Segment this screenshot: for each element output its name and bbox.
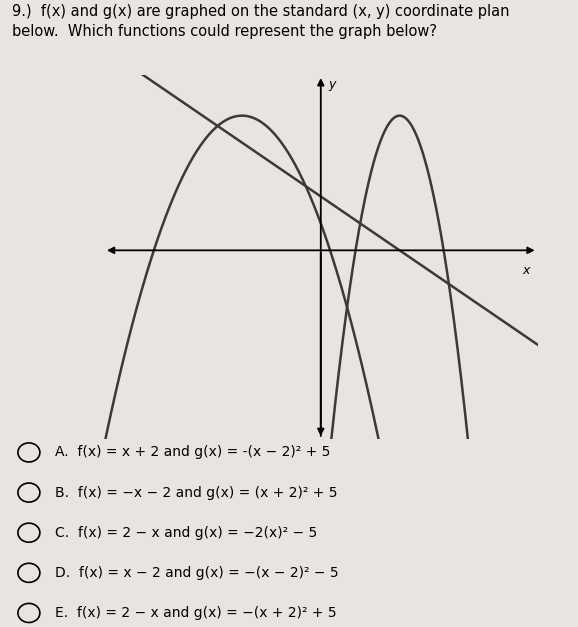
Text: x: x [523,264,529,277]
Text: y: y [329,78,336,91]
Text: E.  f(x) = 2 − x and g(x) = −(x + 2)² + 5: E. f(x) = 2 − x and g(x) = −(x + 2)² + 5 [55,606,336,620]
Text: B.  f(x) = −x − 2 and g(x) = (x + 2)² + 5: B. f(x) = −x − 2 and g(x) = (x + 2)² + 5 [55,485,338,500]
Text: A.  f(x) = x + 2 and g(x) = -(x − 2)² + 5: A. f(x) = x + 2 and g(x) = -(x − 2)² + 5 [55,445,330,460]
Text: D.  f(x) = x − 2 and g(x) = −(x − 2)² − 5: D. f(x) = x − 2 and g(x) = −(x − 2)² − 5 [55,566,339,580]
Text: C.  f(x) = 2 − x and g(x) = −2(x)² − 5: C. f(x) = 2 − x and g(x) = −2(x)² − 5 [55,525,317,540]
Text: 9.)  f(x) and g(x) are graphed on the standard (x, y) coordinate plan
below.  Wh: 9.) f(x) and g(x) are graphed on the sta… [12,4,509,39]
